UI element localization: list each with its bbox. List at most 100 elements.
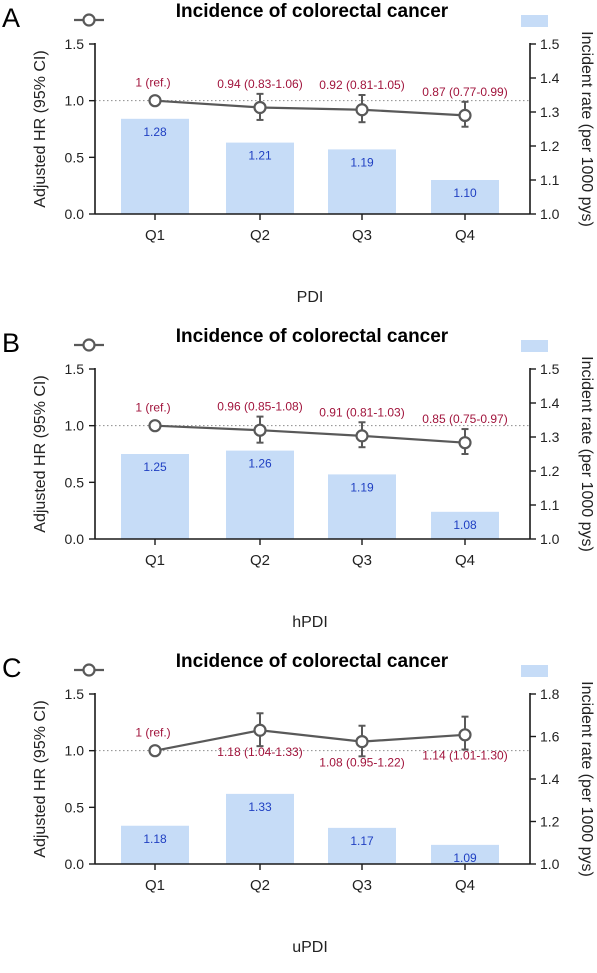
left-tick-label: 1.5 — [65, 686, 85, 702]
legend — [74, 13, 548, 27]
left-tick-label: 1.5 — [65, 36, 85, 52]
hr-point-q3 — [355, 103, 369, 117]
left-tick-label: 0.0 — [65, 206, 85, 222]
panel-letter: C — [2, 653, 22, 683]
hr-point-q4 — [458, 728, 472, 742]
x-axis-title: uPDI — [292, 939, 328, 956]
legend-circle-marker — [82, 338, 96, 352]
x-tick-label: Q1 — [145, 552, 165, 569]
hr-value-label: 0.87 (0.77-0.99) — [422, 85, 507, 99]
bar-value-label: 1.17 — [350, 834, 374, 848]
bar-q1 — [121, 454, 189, 539]
hr-point-q1 — [148, 419, 162, 433]
hr-point-q4 — [458, 436, 472, 450]
x-tick-label: Q1 — [145, 227, 165, 244]
hr-value-label: 0.92 (0.81-1.05) — [319, 78, 404, 92]
hr-line — [154, 729, 466, 752]
hr-point-q3 — [355, 734, 369, 749]
left-tick-label: 1.0 — [65, 93, 85, 109]
x-axis-title: PDI — [297, 289, 324, 306]
hr-value-label: 1.18 (1.04-1.33) — [217, 745, 302, 759]
x-tick-label: Q4 — [455, 877, 475, 894]
legend-bar-marker — [521, 340, 548, 352]
right-tick-label: 1.2 — [540, 138, 560, 154]
panel-letter: B — [2, 328, 20, 358]
bar-q3 — [328, 474, 396, 539]
right-tick-label: 1.5 — [540, 36, 560, 52]
left-tick-label: 0.0 — [65, 856, 85, 872]
right-tick-label: 1.2 — [540, 814, 560, 830]
right-tick-label: 1.4 — [540, 70, 560, 86]
legend — [74, 663, 548, 677]
chart-title: Incidence of colorectal cancer — [176, 1, 449, 22]
legend-circle-marker — [82, 663, 96, 677]
hr-point-q2 — [253, 100, 267, 115]
hr-value-label: 1 (ref.) — [135, 76, 170, 90]
x-tick-label: Q2 — [250, 552, 270, 569]
x-tick-label: Q4 — [455, 552, 475, 569]
left-tick-label: 1.0 — [65, 418, 85, 434]
bar-value-label: 1.08 — [453, 518, 477, 532]
left-tick-label: 0.0 — [65, 531, 85, 547]
right-tick-label: 1.0 — [540, 531, 560, 547]
legend-bar-marker — [521, 15, 548, 27]
bar-q3 — [328, 827, 396, 864]
legend — [74, 338, 548, 352]
hr-point-q3 — [355, 429, 369, 443]
chart-panel-c: C Incidence of colorectal cancer 1.18 1.33 1… — [2, 651, 595, 956]
x-tick-label: Q3 — [352, 227, 372, 244]
left-axis-title: Adjusted HR (95% CI) — [32, 50, 49, 207]
hr-point-q1 — [148, 94, 162, 108]
right-tick-label: 1.6 — [540, 729, 560, 745]
bar-q4 — [431, 511, 499, 539]
x-tick-label: Q2 — [250, 877, 270, 894]
bar-value-label: 1.28 — [143, 125, 167, 139]
hr-line — [154, 424, 466, 444]
right-tick-label: 1.3 — [540, 104, 560, 120]
chart-panel-b: B Incidence of colorectal cancer 1.25 1.26 1… — [2, 326, 595, 631]
x-tick-label: Q1 — [145, 877, 165, 894]
left-tick-label: 0.5 — [65, 799, 85, 815]
chart-title: Incidence of colorectal cancer — [176, 326, 449, 347]
bar-value-label: 1.33 — [248, 800, 272, 814]
bar-value-label: 1.19 — [350, 155, 374, 169]
bar-value-label: 1.26 — [248, 457, 272, 471]
bar-q2 — [226, 142, 294, 214]
x-axis-title: hPDI — [292, 614, 328, 631]
hr-line — [154, 99, 466, 117]
right-axis-title: Incident rate (per 1000 pys) — [578, 681, 595, 877]
right-tick-label: 1.4 — [540, 771, 560, 787]
hr-value-label: 1 (ref.) — [135, 726, 170, 740]
right-tick-label: 1.5 — [540, 361, 560, 377]
right-tick-label: 1.8 — [540, 686, 560, 702]
hr-point-q1 — [148, 744, 162, 758]
bar-q1 — [121, 825, 189, 864]
hr-value-label: 1.14 (1.01-1.30) — [422, 749, 507, 763]
right-axis-title: Incident rate (per 1000 pys) — [578, 356, 595, 552]
chart-panel-a: A Incidence of colorectal cancer 1.28 1.21 1… — [2, 1, 595, 306]
bar-value-label: 1.09 — [453, 851, 477, 865]
hr-point-q4 — [458, 108, 472, 123]
right-tick-label: 1.2 — [540, 463, 560, 479]
hr-value-label: 0.94 (0.83-1.06) — [217, 77, 302, 91]
left-tick-label: 1.5 — [65, 361, 85, 377]
bar-q3 — [328, 149, 396, 214]
hr-value-label: 1 (ref.) — [135, 401, 170, 415]
right-tick-label: 1.1 — [540, 172, 560, 188]
right-tick-label: 1.4 — [540, 395, 560, 411]
hr-value-label: 1.08 (0.95-1.22) — [319, 755, 404, 769]
bar-q4 — [431, 180, 499, 214]
right-tick-label: 1.3 — [540, 429, 560, 445]
hr-value-label: 0.91 (0.81-1.03) — [319, 405, 404, 419]
bar-q4 — [431, 844, 499, 864]
left-tick-label: 1.0 — [65, 743, 85, 759]
right-tick-label: 1.0 — [540, 206, 560, 222]
x-tick-label: Q4 — [455, 227, 475, 244]
left-tick-label: 0.5 — [65, 474, 85, 490]
bar-value-label: 1.18 — [143, 832, 167, 846]
bar-value-label: 1.25 — [143, 460, 167, 474]
x-tick-label: Q3 — [352, 552, 372, 569]
bar-q2 — [226, 793, 294, 864]
right-tick-label: 1.1 — [540, 497, 560, 513]
legend-circle-marker — [82, 13, 96, 27]
